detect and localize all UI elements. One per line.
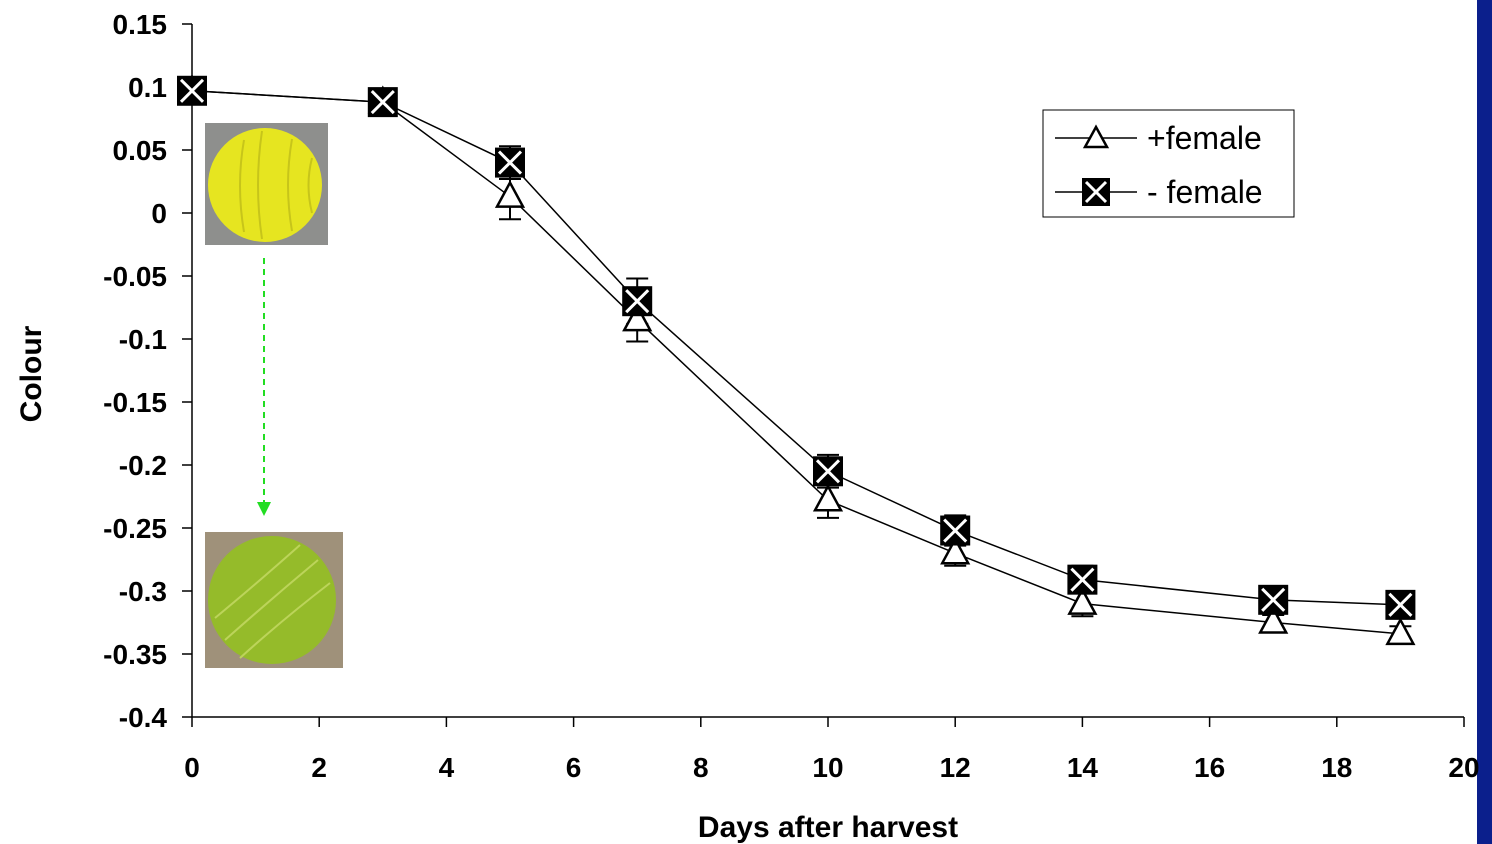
y-tick-label: -0.4 xyxy=(119,702,168,733)
y-tick-label: -0.3 xyxy=(119,576,167,607)
y-axis-title: Colour xyxy=(15,325,48,422)
legend-square-marker xyxy=(1082,178,1110,206)
y-tick-label: 0.05 xyxy=(113,135,168,166)
point-minus-female xyxy=(1067,564,1098,595)
photo-yellow-disc xyxy=(205,123,328,245)
point-minus-female-cross-b xyxy=(497,150,523,175)
point-minus-female xyxy=(813,456,843,487)
photo-green-disc xyxy=(205,532,343,668)
y-tick-label: -0.15 xyxy=(103,387,167,418)
point-plus-female xyxy=(494,179,526,208)
point-minus-female xyxy=(177,75,207,106)
point-minus-female xyxy=(1258,584,1289,615)
y-tick-label: -0.35 xyxy=(103,639,167,670)
point-minus-female-cross-b xyxy=(1070,567,1095,592)
x-tick-label: 8 xyxy=(693,752,709,783)
y-tick-label: 0.1 xyxy=(128,72,167,103)
x-tick-label: 4 xyxy=(439,752,455,783)
green-dashed-arrow xyxy=(257,258,271,516)
point-minus-female-cross-b xyxy=(1261,587,1286,612)
x-tick-label: 20 xyxy=(1448,752,1479,783)
legend: +female - female xyxy=(1042,109,1295,218)
axes: 0.15 0.1 0.05 0 -0.05 -0.1 -0.15 -0.2 -0.25 -0.3 -… xyxy=(103,9,1479,783)
x-tick-label: 16 xyxy=(1194,752,1225,783)
point-minus-female xyxy=(1385,589,1416,620)
point-plus-female xyxy=(622,303,653,332)
point-plus-female xyxy=(940,536,971,565)
point-minus-female xyxy=(940,515,971,546)
x-tick-label: 0 xyxy=(184,752,200,783)
legend-label-plus-female: +female xyxy=(1147,120,1262,156)
point-minus-female-cross-b xyxy=(1388,592,1413,617)
point-plus-female xyxy=(1067,586,1098,615)
x-tick-label: 12 xyxy=(940,752,971,783)
point-plus-female xyxy=(1385,617,1416,646)
point-minus-female-cross-b xyxy=(179,78,205,103)
point-plus-female xyxy=(1258,605,1289,634)
x-axis-title: Days after harvest xyxy=(698,811,958,844)
point-minus-female-cross-b xyxy=(943,518,968,543)
y-tick-label: 0 xyxy=(151,198,167,229)
x-tick-label: 18 xyxy=(1321,752,1352,783)
x-tick-label: 10 xyxy=(812,752,843,783)
slide-frame-edge xyxy=(1476,0,1492,844)
data-marks xyxy=(176,74,1416,646)
legend-triangle-marker xyxy=(1082,124,1110,149)
point-minus-female xyxy=(367,87,398,118)
point-minus-female-cross-b xyxy=(625,289,650,314)
x-tick-label: 2 xyxy=(311,752,327,783)
x-tick-label: 6 xyxy=(566,752,582,783)
y-tick-label: 0.15 xyxy=(113,9,168,40)
y-tick-label: -0.25 xyxy=(103,513,167,544)
point-minus-female-cross-b xyxy=(370,90,395,115)
legend-label-minus-female: - female xyxy=(1147,174,1263,210)
y-tick-label: -0.05 xyxy=(103,261,167,292)
point-minus-female xyxy=(495,147,525,178)
slide-frame-inner-edge xyxy=(1474,0,1477,844)
point-minus-female-cross-b xyxy=(815,459,841,484)
x-tick-label: 14 xyxy=(1067,752,1099,783)
point-plus-female xyxy=(812,483,844,512)
point-minus-female xyxy=(622,286,653,317)
y-tick-label: -0.2 xyxy=(119,450,167,481)
y-tick-label: -0.1 xyxy=(119,324,167,355)
